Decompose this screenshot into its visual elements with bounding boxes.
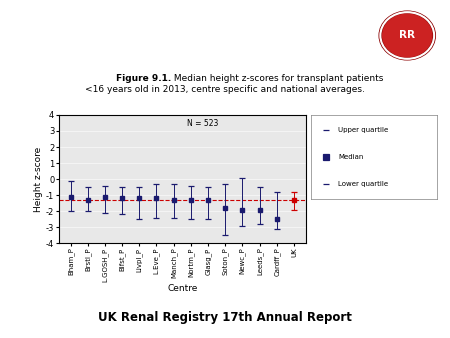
Text: Median: Median bbox=[338, 154, 364, 160]
X-axis label: Centre: Centre bbox=[167, 285, 198, 293]
Text: UK Renal Registry 17th Annual Report: UK Renal Registry 17th Annual Report bbox=[98, 312, 352, 324]
Text: Upper quartile: Upper quartile bbox=[338, 127, 388, 133]
Text: Median height z-scores for transplant patients: Median height z-scores for transplant pa… bbox=[171, 74, 383, 83]
Text: RR: RR bbox=[399, 30, 415, 41]
Circle shape bbox=[379, 11, 435, 60]
Text: <16 years old in 2013, centre specific and national averages.: <16 years old in 2013, centre specific a… bbox=[85, 85, 365, 94]
Text: Lower quartile: Lower quartile bbox=[338, 181, 388, 187]
Circle shape bbox=[382, 14, 432, 57]
Text: N = 523: N = 523 bbox=[187, 119, 219, 128]
Text: Figure 9.1.: Figure 9.1. bbox=[116, 74, 171, 83]
Y-axis label: Height z-score: Height z-score bbox=[34, 146, 43, 212]
